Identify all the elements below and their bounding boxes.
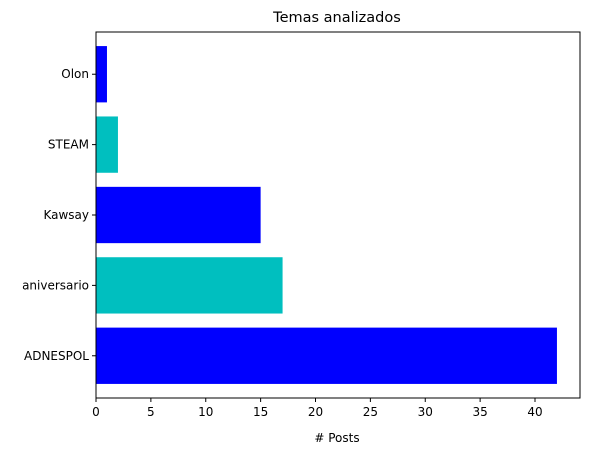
x-axis-label: # Posts	[314, 431, 359, 445]
bar-kawsay	[96, 186, 261, 244]
bar-olon	[96, 46, 107, 103]
chart-title: Temas analizados	[272, 10, 401, 26]
bar-steam	[96, 116, 118, 173]
x-tick-label: 5	[147, 405, 155, 419]
x-tick-label: 15	[253, 405, 268, 419]
x-tick-label: 25	[363, 405, 378, 419]
y-tick-label: ADNESPOL	[24, 349, 89, 363]
x-tick-label: 40	[527, 405, 542, 419]
x-tick-label: 30	[418, 405, 433, 419]
bars-layer	[96, 46, 557, 384]
bar-adnespol	[96, 327, 557, 384]
y-tick-label: aniversario	[22, 278, 89, 292]
x-tick-label: 0	[92, 405, 100, 419]
x-tick-label: 10	[198, 405, 213, 419]
bar-aniversario	[96, 257, 283, 314]
x-tick-label: 35	[472, 405, 487, 419]
x-axis: 0 5 10 15 20 25 30 35 40	[92, 398, 543, 419]
y-tick-label: STEAM	[48, 138, 89, 152]
x-tick-label: 20	[308, 405, 323, 419]
y-tick-label: Olon	[61, 67, 89, 81]
y-axis: ADNESPOL aniversario Kawsay STEAM Olon	[22, 67, 96, 363]
y-tick-label: Kawsay	[43, 208, 89, 222]
